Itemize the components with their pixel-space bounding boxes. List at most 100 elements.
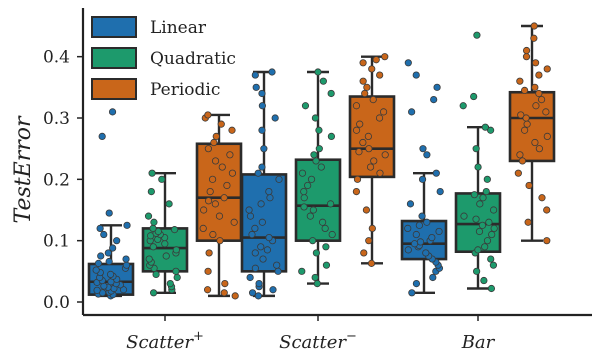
data-point — [359, 59, 367, 67]
data-point — [368, 224, 376, 232]
data-point — [480, 276, 488, 285]
data-point — [311, 273, 319, 282]
data-point — [152, 270, 160, 278]
data-point — [273, 261, 281, 269]
data-point — [523, 120, 531, 128]
data-point — [161, 240, 169, 248]
data-point — [530, 22, 538, 30]
y-axis-title: TestError — [11, 115, 36, 223]
data-point — [412, 71, 420, 79]
data-point — [429, 273, 437, 282]
data-point — [376, 169, 384, 177]
data-point — [359, 138, 367, 147]
data-point — [148, 169, 156, 177]
data-point — [212, 132, 220, 140]
data-point — [404, 246, 412, 254]
data-point — [228, 169, 237, 177]
data-point — [149, 224, 157, 232]
data-point — [309, 237, 317, 245]
data-point — [352, 126, 361, 134]
data-point — [408, 108, 416, 116]
data-point — [522, 53, 531, 61]
data-point — [423, 218, 431, 226]
legend-swatch-linear — [91, 16, 137, 38]
x-tick-label: Bar — [461, 332, 496, 353]
data-point — [145, 255, 153, 263]
data-point — [158, 175, 166, 183]
data-point — [274, 267, 282, 275]
data-point — [98, 132, 106, 140]
data-point — [532, 59, 540, 67]
data-point — [301, 102, 310, 110]
data-point — [255, 279, 263, 288]
data-point — [109, 244, 117, 252]
data-point — [200, 206, 208, 214]
box-periodic-1 — [195, 111, 243, 300]
data-point — [306, 212, 314, 220]
box-linear-3 — [400, 59, 448, 297]
data-point — [208, 175, 217, 183]
data-point — [258, 163, 266, 171]
data-point — [209, 230, 217, 239]
data-point — [518, 157, 527, 165]
data-point — [318, 218, 327, 226]
data-point — [265, 188, 273, 196]
data-point — [96, 224, 104, 232]
data-point — [489, 261, 498, 269]
data-point — [210, 138, 218, 147]
data-point — [251, 71, 259, 79]
data-point — [300, 194, 308, 202]
box-periodic-3 — [508, 22, 556, 245]
data-point — [355, 148, 363, 156]
data-point — [258, 126, 266, 134]
data-point — [149, 289, 158, 297]
box-quadratic-2 — [294, 68, 342, 288]
data-point — [298, 169, 307, 177]
data-point — [352, 102, 361, 110]
data-point — [94, 259, 103, 267]
data-point — [100, 230, 108, 239]
data-point — [487, 284, 496, 293]
y-tick-label: 0.0 — [43, 293, 70, 313]
y-tick-label: 0.1 — [43, 232, 70, 252]
data-point — [204, 267, 212, 275]
data-point — [319, 77, 327, 85]
data-point — [172, 246, 180, 254]
data-point — [531, 83, 539, 91]
data-point — [470, 92, 478, 101]
data-point — [310, 151, 318, 159]
data-point — [327, 132, 336, 140]
data-point — [433, 83, 441, 91]
data-point — [474, 163, 482, 171]
data-point — [368, 65, 376, 73]
legend-label-linear: Linear — [150, 18, 207, 38]
data-point — [473, 267, 481, 275]
data-point — [369, 96, 377, 104]
data-point — [474, 246, 482, 254]
data-point — [265, 234, 273, 242]
data-point — [144, 212, 153, 220]
data-point — [404, 224, 412, 232]
data-point — [531, 138, 539, 147]
data-point — [154, 227, 162, 236]
data-point — [406, 200, 415, 208]
data-point — [326, 200, 335, 208]
data-point — [542, 108, 550, 116]
data-point — [361, 89, 369, 98]
data-point — [430, 96, 438, 104]
data-point — [435, 227, 443, 236]
data-point — [263, 246, 271, 254]
data-point — [108, 108, 117, 116]
y-tick-label: 0.3 — [43, 109, 70, 129]
data-point — [327, 89, 335, 98]
data-point — [381, 53, 389, 61]
data-point — [315, 145, 323, 153]
data-point — [538, 194, 546, 202]
data-point — [459, 102, 467, 110]
data-point — [490, 206, 498, 214]
data-point — [321, 224, 329, 232]
data-point — [411, 240, 419, 248]
data-point — [162, 252, 170, 260]
data-point — [106, 270, 115, 278]
data-point — [516, 151, 524, 159]
